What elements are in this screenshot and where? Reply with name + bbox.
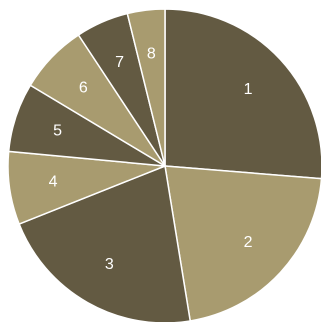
pie-slice-label-8: 8: [147, 45, 156, 62]
pie-slice-label-2: 2: [244, 234, 253, 251]
pie-slice-8: [126, 8, 166, 167]
pie-slice-label-6: 6: [79, 79, 88, 96]
pie-slice-2: [164, 165, 321, 322]
pie-labels: 1 2 3 4 5 6 7 8: [49, 45, 253, 273]
pie-slice-1: [164, 8, 321, 180]
pie-slices: [7, 8, 321, 322]
pie-slice-label-3: 3: [105, 256, 114, 273]
pie-slice-3: [18, 164, 192, 322]
pie-slice-label-7: 7: [115, 54, 124, 71]
pie-slice-label-1: 1: [244, 81, 253, 98]
pie-slice-label-4: 4: [49, 174, 58, 191]
pie-slice-label-5: 5: [53, 122, 62, 139]
